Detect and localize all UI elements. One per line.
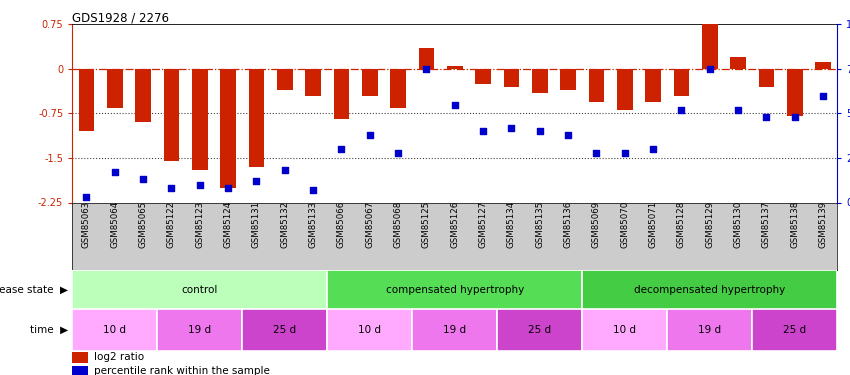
Point bbox=[788, 114, 802, 120]
Text: log2 ratio: log2 ratio bbox=[94, 352, 144, 363]
Bar bbox=[327, 309, 412, 351]
Text: 25 d: 25 d bbox=[273, 325, 297, 335]
Point bbox=[165, 185, 178, 191]
Bar bbox=[588, 69, 604, 102]
Bar bbox=[305, 69, 320, 96]
Text: 19 d: 19 d bbox=[698, 325, 722, 335]
Text: 25 d: 25 d bbox=[528, 325, 552, 335]
Bar bbox=[560, 69, 576, 90]
Point bbox=[420, 66, 434, 72]
Bar bbox=[815, 62, 830, 69]
Point bbox=[760, 114, 774, 120]
Bar bbox=[673, 69, 689, 96]
Bar bbox=[532, 69, 547, 93]
Bar bbox=[503, 69, 519, 87]
Text: 10 d: 10 d bbox=[613, 325, 637, 335]
Text: decompensated hypertrophy: decompensated hypertrophy bbox=[634, 285, 785, 295]
Text: GDS1928 / 2276: GDS1928 / 2276 bbox=[72, 11, 169, 24]
Point bbox=[335, 146, 348, 152]
Bar bbox=[447, 66, 462, 69]
Bar bbox=[333, 69, 349, 119]
Bar bbox=[327, 270, 582, 309]
Bar bbox=[758, 69, 774, 87]
Bar bbox=[248, 69, 264, 167]
Bar bbox=[730, 57, 745, 69]
Point bbox=[618, 150, 632, 156]
Bar bbox=[78, 69, 94, 131]
Point bbox=[363, 132, 377, 138]
Bar bbox=[475, 69, 490, 84]
Point bbox=[703, 66, 717, 72]
Text: 10 d: 10 d bbox=[358, 325, 382, 335]
Text: percentile rank within the sample: percentile rank within the sample bbox=[94, 366, 270, 375]
Bar bbox=[163, 69, 179, 161]
Bar bbox=[157, 309, 242, 351]
Bar bbox=[702, 24, 717, 69]
Bar bbox=[72, 309, 157, 351]
Bar bbox=[107, 69, 122, 108]
Bar bbox=[617, 69, 632, 111]
Point bbox=[136, 176, 150, 182]
Point bbox=[80, 194, 94, 200]
Point bbox=[278, 167, 292, 173]
Point bbox=[221, 185, 235, 191]
Bar bbox=[667, 309, 752, 351]
Bar bbox=[645, 69, 661, 102]
Point bbox=[675, 107, 688, 113]
Text: 19 d: 19 d bbox=[443, 325, 467, 335]
Point bbox=[476, 128, 490, 134]
Bar bbox=[135, 69, 151, 122]
Bar bbox=[418, 48, 434, 69]
Text: 19 d: 19 d bbox=[188, 325, 212, 335]
Point bbox=[306, 187, 320, 193]
Point bbox=[533, 128, 547, 134]
Bar bbox=[497, 309, 582, 351]
Bar bbox=[412, 309, 497, 351]
Text: 10 d: 10 d bbox=[103, 325, 127, 335]
Bar bbox=[72, 352, 88, 363]
Bar bbox=[362, 69, 377, 96]
Point bbox=[816, 93, 830, 99]
Bar bbox=[582, 270, 837, 309]
Bar bbox=[220, 69, 235, 188]
Text: disease state  ▶: disease state ▶ bbox=[0, 285, 68, 295]
Text: compensated hypertrophy: compensated hypertrophy bbox=[386, 285, 524, 295]
Point bbox=[250, 178, 264, 184]
Text: time  ▶: time ▶ bbox=[30, 325, 68, 335]
Bar bbox=[192, 69, 207, 170]
Point bbox=[448, 102, 462, 108]
Bar bbox=[787, 69, 802, 116]
Bar bbox=[242, 309, 327, 351]
Text: control: control bbox=[182, 285, 218, 295]
Bar bbox=[582, 309, 667, 351]
Bar bbox=[277, 69, 292, 90]
Point bbox=[646, 146, 660, 152]
Point bbox=[391, 150, 405, 156]
Bar bbox=[72, 366, 88, 375]
Bar bbox=[390, 69, 406, 108]
Point bbox=[505, 124, 518, 131]
Bar bbox=[72, 270, 327, 309]
Point bbox=[108, 169, 122, 175]
Point bbox=[193, 182, 207, 188]
Point bbox=[561, 132, 575, 138]
Text: 25 d: 25 d bbox=[783, 325, 807, 335]
Bar bbox=[752, 309, 837, 351]
Point bbox=[731, 107, 745, 113]
Point bbox=[590, 150, 604, 156]
